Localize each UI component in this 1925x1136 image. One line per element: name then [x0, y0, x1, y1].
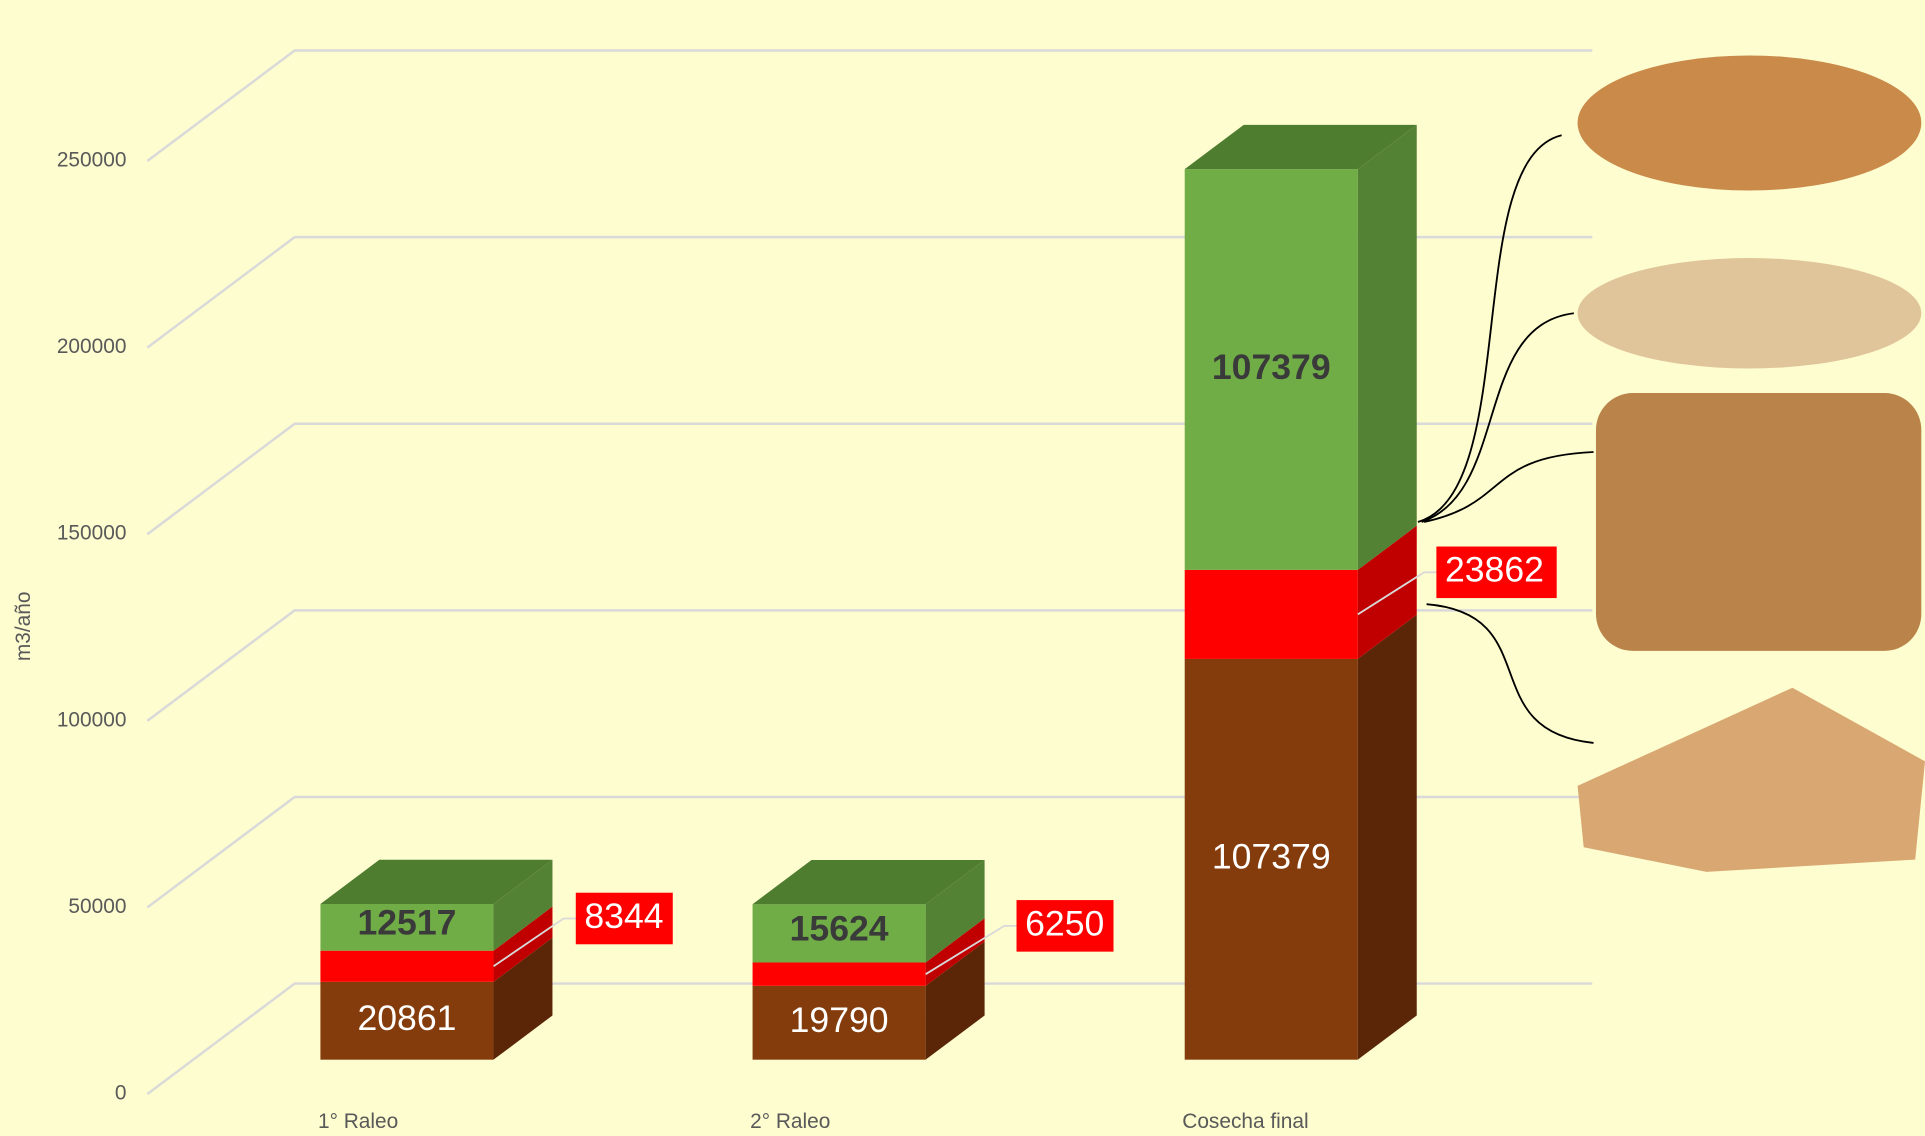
- x-tick-label: 1° Raleo: [318, 1110, 398, 1133]
- data-label: 8344: [584, 896, 663, 936]
- y-tick-label: 200000: [57, 335, 127, 358]
- bar-top: [752, 859, 985, 905]
- y-axis-label: m3/año: [12, 592, 35, 662]
- bar-side: [1357, 525, 1417, 659]
- arrow: [1417, 134, 1562, 523]
- bar-front: [1184, 569, 1358, 659]
- bar-side: [1357, 124, 1417, 570]
- bar-side: [493, 859, 553, 951]
- bar-side: [493, 906, 553, 982]
- bar-front: [752, 962, 926, 986]
- bar-top: [320, 859, 553, 904]
- arrow: [1421, 312, 1574, 523]
- briquettes-image: [1595, 393, 1922, 651]
- data-label: 107379: [1212, 837, 1331, 877]
- bar-side: [925, 918, 985, 986]
- y-tick-label: 250000: [57, 149, 127, 172]
- pellets-image: [1577, 258, 1922, 369]
- y-tick-label: 50000: [68, 895, 126, 918]
- bar-side: [493, 937, 553, 1060]
- data-label-box: [1436, 546, 1557, 599]
- data-label: 6250: [1025, 903, 1104, 943]
- bar-segment: [320, 906, 553, 982]
- data-label: 20861: [357, 998, 456, 1038]
- bar-side: [1357, 614, 1417, 1060]
- data-label: 12517: [357, 902, 456, 942]
- bar-segment: [320, 859, 553, 951]
- bar-segment: [752, 941, 985, 1060]
- product-images: [1577, 55, 1925, 872]
- bar-segment: [752, 918, 985, 986]
- y-tick-label: 150000: [57, 522, 127, 545]
- bar-segment: [320, 937, 553, 1060]
- bar-front: [752, 904, 926, 963]
- arrows: [1417, 134, 1594, 744]
- bar-front: [1184, 658, 1358, 1060]
- data-label: 19790: [790, 1000, 889, 1040]
- bar-front: [320, 950, 494, 982]
- bar-segment: [1184, 124, 1417, 570]
- data-label: 23862: [1445, 550, 1544, 590]
- grid-line: [146, 795, 1593, 909]
- wood-chips-image: [1577, 55, 1922, 191]
- leader-line: [1357, 571, 1437, 616]
- arrow: [1423, 451, 1594, 523]
- x-tick-label: 2° Raleo: [750, 1110, 830, 1133]
- grid-line: [146, 235, 1593, 349]
- bar-front: [1184, 169, 1358, 570]
- bar-segment: [1184, 614, 1417, 1060]
- grid-line: [146, 49, 1593, 163]
- bar-segment: [1184, 525, 1417, 659]
- bar-segment: [752, 859, 985, 963]
- bar-front: [752, 985, 926, 1060]
- data-label: 15624: [790, 908, 889, 948]
- leader-line: [925, 924, 1017, 975]
- bar-side: [925, 941, 985, 1060]
- y-tick-label: 0: [115, 1082, 127, 1105]
- grid-line: [146, 982, 1593, 1096]
- bar-front: [320, 903, 494, 951]
- grid-line: [146, 422, 1593, 536]
- arrow: [1426, 603, 1594, 744]
- data-label-box: [1016, 900, 1114, 952]
- x-tick-label: Cosecha final: [1182, 1110, 1308, 1133]
- grid-line: [146, 609, 1593, 722]
- data-label: 107379: [1212, 347, 1331, 387]
- bar-front: [320, 981, 494, 1060]
- firewood-image: [1577, 687, 1925, 872]
- leader-line: [493, 917, 576, 968]
- data-label-box: [575, 892, 673, 945]
- bar-top: [1184, 124, 1417, 170]
- bar-side: [925, 859, 985, 963]
- y-tick-label: 100000: [57, 708, 127, 731]
